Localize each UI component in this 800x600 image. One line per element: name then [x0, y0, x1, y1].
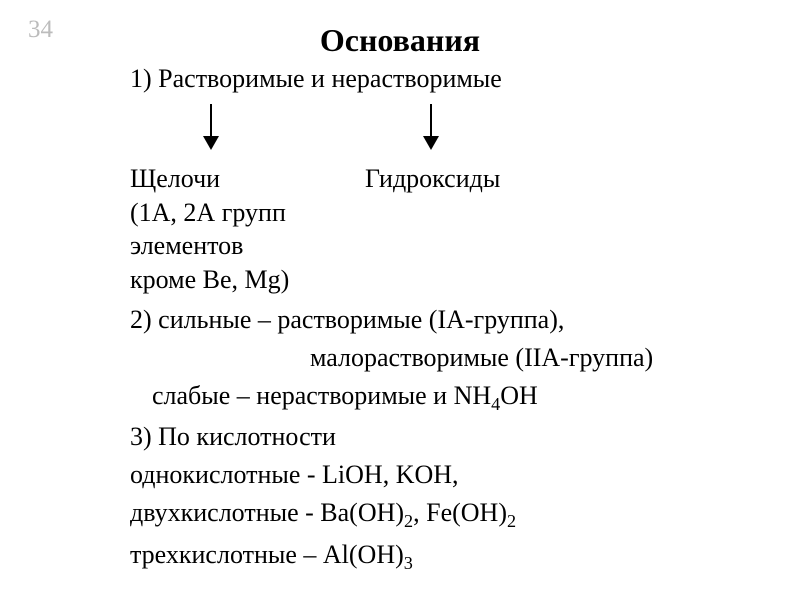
- classification-line-2b: малорастворимые (IIА-группа): [310, 341, 690, 375]
- left-column: Щелочи (1А, 2А групп элементов кроме Be,…: [130, 162, 365, 297]
- subscript: 4: [491, 394, 500, 414]
- arrows-row: [130, 100, 690, 160]
- arrow-down-icon: [430, 104, 432, 148]
- text-run: слабые – нерастворимые и NH: [152, 381, 491, 410]
- classification-line-3c: трехкислотные – Al(OH)3: [130, 538, 690, 576]
- left-col-line: элементов: [130, 229, 365, 263]
- left-col-line: Щелочи: [130, 162, 365, 196]
- text-run: трехкислотные – Al(OH): [130, 540, 404, 569]
- subscript: 2: [507, 511, 516, 531]
- classification-line-3b: двухкислотные - Ba(OH)2, Fe(OH)2: [130, 496, 690, 534]
- classification-line-3: 3) По кислотности: [130, 420, 690, 454]
- right-col-line: Гидроксиды: [365, 162, 500, 196]
- left-col-line: кроме Be, Mg): [130, 263, 365, 297]
- classification-line-2: 2) сильные – растворимые (IА-группа),: [130, 303, 690, 337]
- two-column-row: Щелочи (1А, 2А групп элементов кроме Be,…: [130, 162, 690, 297]
- subscript: 3: [404, 553, 413, 573]
- content-block: 1) Растворимые и нерастворимые Щелочи (1…: [130, 62, 690, 580]
- arrow-down-icon: [210, 104, 212, 148]
- right-column: Гидроксиды: [365, 162, 500, 297]
- text-run: OH: [500, 381, 538, 410]
- text-run: двухкислотные - Ba(OH): [130, 498, 404, 527]
- classification-line-3a: однокислотные - LiOH, KOH,: [130, 458, 690, 492]
- subscript: 2: [404, 511, 413, 531]
- page-title: Основания: [0, 22, 800, 59]
- text-run: , Fe(OH): [413, 498, 507, 527]
- classification-line-2c: слабые – нерастворимые и NH4OH: [152, 379, 690, 417]
- left-col-line: (1А, 2А групп: [130, 196, 365, 230]
- classification-line-1: 1) Растворимые и нерастворимые: [130, 62, 690, 96]
